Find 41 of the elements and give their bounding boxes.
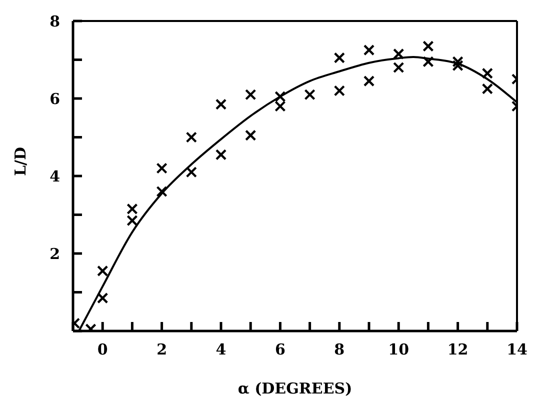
point (215, 149, 227, 160)
point (363, 75, 375, 87)
x-tick-label: 10 (388, 340, 410, 359)
x-tick-label: 12 (447, 340, 468, 359)
point (186, 166, 197, 178)
x-tick-label: 6 (274, 340, 286, 359)
point (245, 89, 256, 100)
x-tick-label: 14 (506, 340, 528, 359)
y-tick-label: 6 (50, 90, 60, 108)
x-tick-label: 2 (156, 340, 168, 359)
point (393, 62, 404, 74)
point (304, 89, 316, 100)
point (452, 56, 464, 68)
x-tick-label: 0 (97, 340, 108, 359)
point (363, 44, 375, 56)
point (274, 90, 286, 102)
x-tick-label: 8 (334, 340, 345, 359)
point (215, 98, 227, 110)
point (274, 100, 286, 112)
point (452, 60, 464, 72)
point (245, 130, 256, 141)
point (156, 162, 168, 174)
point (334, 85, 345, 96)
point (482, 83, 493, 94)
point (422, 56, 434, 68)
point (422, 40, 434, 52)
point (126, 214, 138, 226)
point (186, 132, 197, 143)
y-tick-label: 4 (50, 167, 60, 186)
y-axis-title: L/D (11, 146, 30, 176)
y-tick-label: 8 (50, 12, 60, 30)
x-axis-title: α (DEGREES) (238, 380, 352, 398)
x-tick-label: 4 (216, 340, 226, 359)
point (97, 292, 108, 304)
point (97, 265, 108, 277)
point (126, 203, 138, 215)
point (156, 186, 168, 198)
y-tick-label: 2 (50, 244, 60, 263)
point (393, 48, 404, 60)
point (334, 52, 345, 64)
point (482, 68, 493, 79)
